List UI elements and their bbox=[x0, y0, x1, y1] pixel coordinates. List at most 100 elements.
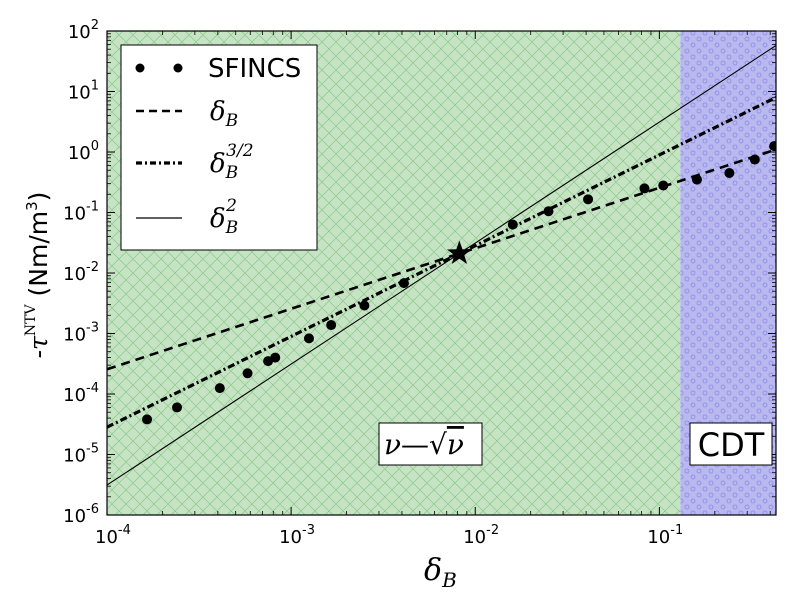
axis-ticks: 10-4 10-3 10-2 10-110-610-510-410-310-210-1… bbox=[63, 18, 776, 548]
y-axis-label: -τNTV (Nm/m3) bbox=[23, 192, 53, 359]
x-tick-label: 10-3 bbox=[279, 523, 315, 548]
sfincs-point-10 bbox=[507, 219, 518, 230]
legend-marker-sfincs-2 bbox=[173, 63, 183, 73]
legend-label-delta-b-base: δ bbox=[210, 97, 226, 127]
svg-text:ν—√ν: ν—√ν bbox=[384, 428, 464, 461]
y-tick-label: 10-2 bbox=[63, 260, 99, 285]
y-tick-label: 102 bbox=[68, 18, 99, 43]
fit-line-dashdot bbox=[107, 96, 776, 429]
legend-label-delta-b32-sup: 3/2 bbox=[226, 141, 253, 161]
x-tick-label-base: 10 bbox=[95, 527, 118, 548]
x-tick-label-exp: -3 bbox=[302, 523, 315, 538]
y-axis-label-sup: NTV bbox=[23, 304, 39, 337]
sfincs-point-8 bbox=[359, 300, 370, 311]
y-tick-label-exp: 1 bbox=[91, 79, 99, 94]
reference-star-marker bbox=[447, 240, 472, 265]
legend-label-sfincs: SFINCS bbox=[208, 54, 301, 84]
sfincs-point-13 bbox=[639, 183, 650, 194]
y-tick-label-base: 10 bbox=[63, 385, 86, 406]
sfincs-point-18 bbox=[769, 141, 776, 152]
x-axis-label-base: δ bbox=[424, 553, 442, 588]
y-tick-label-base: 10 bbox=[63, 204, 86, 225]
svg-text:δB2: δB2 bbox=[210, 196, 238, 238]
y-tick-label-base: 10 bbox=[68, 22, 91, 43]
sfincs-point-12 bbox=[583, 194, 594, 205]
x-tick-label: 10-4 bbox=[95, 523, 131, 548]
legend-label-delta-b2-sub: B bbox=[225, 218, 239, 238]
x-tick-label-exp: -4 bbox=[118, 523, 131, 538]
region-label-cdt: CDT bbox=[689, 422, 773, 466]
y-tick-label: 101 bbox=[68, 79, 99, 104]
y-tick-label-base: 10 bbox=[63, 446, 86, 467]
legend-marker-sfincs-1 bbox=[135, 63, 145, 73]
x-axis-label: δB bbox=[424, 553, 457, 592]
sfincs-point-16 bbox=[724, 167, 735, 178]
y-tick-label-exp: -6 bbox=[86, 502, 99, 517]
x-tick-label-base: 10 bbox=[279, 527, 302, 548]
y-tick-label-base: 10 bbox=[63, 325, 86, 346]
sfincs-point-17 bbox=[749, 154, 760, 165]
sfincs-point-6 bbox=[303, 333, 314, 344]
svg-text:δB3/2: δB3/2 bbox=[210, 141, 254, 183]
x-tick-label: 10-1 bbox=[647, 523, 683, 548]
x-tick-label-base: 10 bbox=[463, 527, 486, 548]
legend-label-delta-b32-base: δ bbox=[210, 149, 226, 179]
sfincs-point-14 bbox=[658, 180, 669, 191]
y-tick-label-base: 10 bbox=[68, 83, 91, 104]
y-tick-label-exp: -1 bbox=[86, 200, 99, 215]
reference-star-layer bbox=[447, 240, 472, 265]
region-label-nu-sqrt-nu: ν—√ν bbox=[378, 422, 483, 466]
y-tick-label: 10-3 bbox=[63, 321, 99, 346]
sfincs-point-5 bbox=[270, 352, 281, 363]
sfincs-point-15 bbox=[691, 174, 702, 185]
legend-entry-delta-b: δB bbox=[136, 97, 238, 131]
y-tick-label-exp: -4 bbox=[86, 381, 99, 396]
legend-label-delta-b-sub: B bbox=[225, 111, 239, 131]
y-tick-label-exp: 0 bbox=[91, 139, 99, 154]
y-tick-label: 10-5 bbox=[63, 442, 99, 467]
legend-entry-sfincs: SFINCS bbox=[135, 54, 301, 84]
legend-label-delta-b2-sup: 2 bbox=[225, 196, 237, 216]
sfincs-point-9 bbox=[398, 278, 409, 289]
y-tick-label-base: 10 bbox=[68, 143, 91, 164]
y-axis-label-unit-sup: 3 bbox=[23, 201, 41, 211]
y-tick-label-base: 10 bbox=[63, 506, 86, 527]
legend-label-delta-b32-sub: B bbox=[225, 163, 239, 183]
sfincs-point-11 bbox=[543, 206, 554, 217]
x-axis-label-sub: B bbox=[441, 568, 457, 592]
region-label-sqrt-nu: ν bbox=[447, 428, 464, 461]
y-tick-label: 100 bbox=[68, 139, 99, 164]
sfincs-point-3 bbox=[242, 368, 253, 379]
x-tick-label: 10-2 bbox=[463, 523, 499, 548]
region-label-dash: — bbox=[401, 428, 429, 461]
legend-entry-delta-b-2: δB2 bbox=[136, 196, 238, 238]
sfincs-point-1 bbox=[172, 402, 183, 413]
legend-label-delta-b2-base: δ bbox=[210, 204, 226, 234]
y-tick-label: 10-6 bbox=[63, 502, 99, 527]
legend-entry-delta-b-3-2: δB3/2 bbox=[136, 141, 254, 183]
y-tick-label-exp: -5 bbox=[86, 442, 99, 457]
y-tick-label: 10-1 bbox=[63, 200, 99, 225]
region-label-sqrt-symbol: √ bbox=[429, 428, 447, 461]
y-tick-label-exp: -3 bbox=[86, 321, 99, 336]
y-axis-label-prefix: -τ bbox=[24, 335, 53, 358]
region-label-cdt-text: CDT bbox=[698, 426, 765, 464]
y-tick-label-exp: 2 bbox=[91, 18, 99, 33]
sfincs-point-7 bbox=[326, 320, 337, 331]
svg-text:δB: δB bbox=[210, 97, 238, 131]
sfincs-point-2 bbox=[214, 383, 225, 394]
legend: SFINCS δB δB3/2 δB2 bbox=[120, 44, 318, 251]
y-tick-label-base: 10 bbox=[63, 264, 86, 285]
fit-line-solid bbox=[107, 44, 776, 486]
y-axis-label-unit-end: ) bbox=[24, 192, 53, 202]
sfincs-point-0 bbox=[142, 414, 153, 425]
region-label-nu: ν bbox=[384, 428, 401, 461]
y-tick-label: 10-4 bbox=[63, 381, 99, 406]
x-tick-label-base: 10 bbox=[647, 527, 670, 548]
x-tick-label-exp: -1 bbox=[670, 523, 683, 538]
sfincs-markers bbox=[142, 141, 776, 425]
y-tick-label-exp: -2 bbox=[86, 260, 99, 275]
x-tick-label-exp: -2 bbox=[486, 523, 499, 538]
y-axis-label-unit: (Nm/m bbox=[24, 211, 53, 305]
